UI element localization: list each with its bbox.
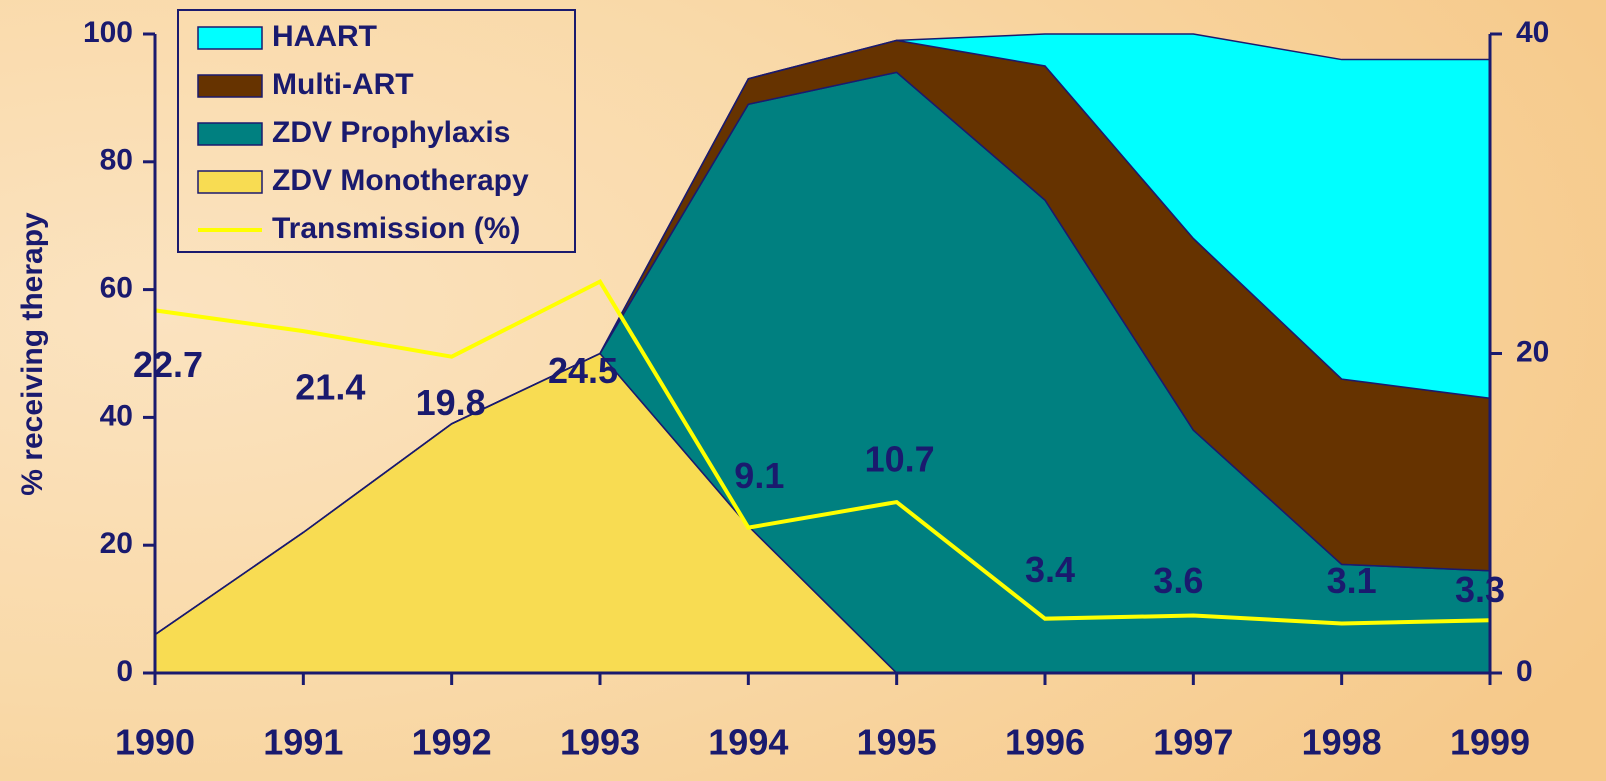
x-tick-label: 1992 [412, 722, 492, 763]
y-tick-label: 20 [100, 527, 133, 560]
x-tick-label: 1991 [263, 722, 343, 763]
legend-label: ZDV Monotherapy [272, 164, 529, 197]
legend-swatch [197, 170, 263, 194]
x-tick-label: 1996 [1005, 722, 1085, 763]
y2-tick-label: 20 [1516, 335, 1549, 368]
legend-label: Transmission (%) [272, 212, 520, 245]
y-tick-label: 0 [116, 655, 133, 688]
x-tick-label: 1997 [1153, 722, 1233, 763]
x-tick-label: 1994 [708, 722, 788, 763]
data-label: 3.3 [1455, 569, 1505, 610]
data-label: 10.7 [865, 439, 935, 480]
data-label: 21.4 [295, 367, 365, 408]
transmission-line [154, 278, 1491, 626]
y-axis-title: % receiving therapy [16, 212, 49, 496]
data-label: 3.1 [1327, 560, 1377, 601]
legend-label: ZDV Prophylaxis [272, 116, 510, 149]
legend-swatch [197, 122, 263, 146]
data-label: 9.1 [734, 455, 784, 496]
legend-label: Multi-ART [272, 68, 414, 101]
data-label: 19.8 [416, 382, 486, 423]
legend-swatch [197, 26, 263, 50]
data-label: 3.4 [1025, 549, 1075, 590]
y2-tick-label: 0 [1516, 655, 1533, 688]
legend-swatch [197, 74, 263, 98]
x-tick-label: 1999 [1450, 722, 1530, 763]
legend-label: HAART [272, 20, 377, 53]
y-tick-label: 100 [83, 16, 133, 49]
y-tick-label: 40 [100, 399, 133, 432]
data-label: 22.7 [133, 344, 203, 385]
legend-box [177, 9, 576, 253]
y-tick-label: 80 [100, 144, 133, 177]
x-tick-label: 1998 [1302, 722, 1382, 763]
y-tick-label: 60 [100, 272, 133, 305]
x-tick-label: 1990 [115, 722, 195, 763]
x-tick-label: 1995 [857, 722, 937, 763]
y2-tick-label: 40 [1516, 16, 1549, 49]
data-label: 24.5 [548, 350, 618, 391]
data-label: 3.6 [1153, 560, 1203, 601]
x-tick-label: 1993 [560, 722, 640, 763]
